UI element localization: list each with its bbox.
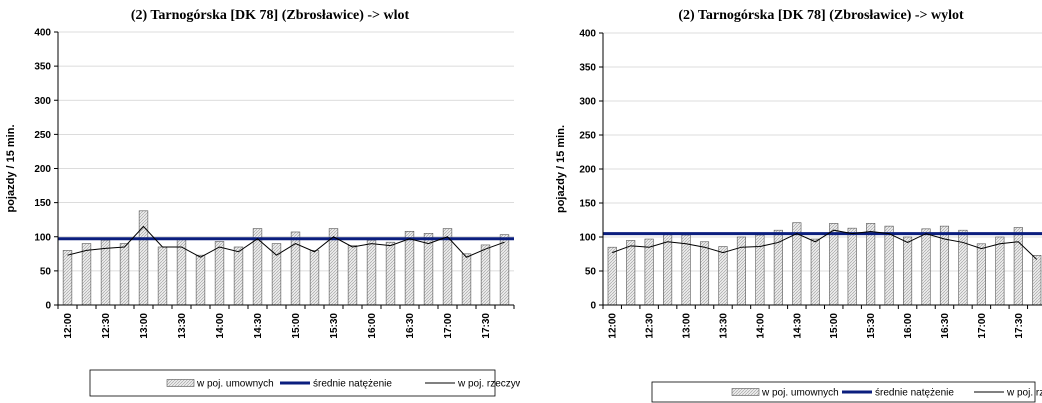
wylot-bar-21 — [995, 236, 1005, 306]
wylot-bar-3 — [663, 233, 673, 306]
wlot-bar-8 — [214, 241, 225, 306]
wlot-bar-16 — [366, 239, 377, 306]
wylot-x-tick-label-20: 17:00 — [977, 313, 988, 339]
wylot-bar-16 — [903, 236, 913, 306]
wlot-chart-title: (2) Tarnogórska [DK 78] (Zbrosławice) ->… — [131, 8, 410, 23]
wylot-legend-label-1: średnie natężenie — [875, 388, 954, 399]
wlot-bar-0 — [62, 250, 73, 306]
wlot-bar-12 — [290, 231, 301, 306]
wlot-x-tick-label-16: 16:00 — [367, 313, 378, 339]
wlot-bar-23 — [499, 234, 510, 306]
wylot-y-tick-label-1: 50 — [585, 267, 597, 278]
wylot-x-tick-label-2: 12:30 — [645, 313, 656, 339]
wlot-y-tick-label-3: 150 — [34, 198, 51, 209]
wylot-y-tick-label-5: 250 — [579, 131, 596, 142]
wlot-y-tick-label-7: 350 — [34, 62, 51, 73]
wlot-x-tick-label-20: 17:00 — [443, 313, 454, 339]
chart-wlot-svg: (2) Tarnogórska [DK 78] (Zbrosławice) ->… — [5, 8, 520, 397]
wylot-bar-20 — [976, 243, 986, 306]
wlot-y-tick-label-6: 300 — [34, 96, 51, 107]
wlot-bar-13 — [309, 250, 320, 306]
wlot-y-tick-label-2: 100 — [34, 232, 51, 243]
wlot-x-tick-label-12: 15:00 — [291, 313, 302, 339]
wlot-x-tick-label-6: 13:30 — [177, 313, 188, 339]
wylot-x-tick-label-8: 14:00 — [755, 313, 766, 339]
wylot-bar-11 — [810, 238, 820, 306]
wlot-x-tick-label-0: 12:00 — [63, 313, 74, 339]
wylot-y-tick-label-7: 350 — [579, 63, 596, 74]
wylot-bar-17 — [921, 228, 931, 306]
wlot-x-tick-label-18: 16:30 — [405, 313, 416, 339]
wlot-bar-9 — [233, 246, 244, 306]
wylot-x-tick-label-12: 15:00 — [829, 313, 840, 339]
wylot-x-tick-label-14: 15:30 — [866, 313, 877, 339]
wylot-x-tick-label-18: 16:30 — [940, 313, 951, 339]
wlot-y-tick-label-5: 250 — [34, 130, 51, 141]
wlot-legend-label-0: w poj. umownych — [196, 379, 274, 390]
wylot-legend-swatch-bars — [731, 388, 760, 396]
wylot-x-tick-label-22: 17:30 — [1014, 313, 1025, 339]
wylot-legend-label-2: w poj. rzeczyw. — [1006, 388, 1042, 399]
wlot-bar-2 — [100, 239, 111, 306]
wylot-series-line-rzeczyw — [612, 229, 1038, 260]
wlot-x-tick-label-10: 14:30 — [253, 313, 264, 339]
wlot-bar-17 — [385, 241, 396, 306]
wlot-bar-18 — [404, 230, 415, 306]
wylot-bar-4 — [681, 234, 691, 306]
wylot-y-axis-label: pojazdy / 15 min. — [555, 125, 567, 213]
wylot-bar-5 — [699, 241, 710, 306]
wylot-bar-0 — [607, 246, 617, 306]
wlot-x-tick-label-8: 14:00 — [215, 313, 226, 339]
wlot-legend-swatch-bars — [166, 379, 195, 387]
wylot-bar-14 — [866, 223, 876, 306]
wylot-bar-23 — [1032, 255, 1042, 306]
wlot-series-line-rzeczyw — [67, 225, 505, 258]
wylot-bar-1 — [626, 240, 636, 306]
wlot-bar-15 — [347, 245, 358, 306]
wylot-y-tick-label-8: 400 — [579, 29, 596, 40]
wylot-legend-label-0: w poj. umownych — [761, 388, 839, 399]
wlot-legend-label-2: w poj. rzeczyw. — [457, 379, 520, 390]
wylot-bar-22 — [1013, 227, 1023, 306]
wylot-y-tick-label-6: 300 — [579, 97, 596, 108]
wylot-chart-title: (2) Tarnogórska [DK 78] (Zbrosławice) ->… — [678, 8, 964, 23]
wylot-y-tick-label-0: 0 — [590, 301, 596, 312]
wylot-bar-2 — [644, 238, 654, 306]
wlot-bar-1 — [81, 243, 92, 306]
chart-wylot-svg: (2) Tarnogórska [DK 78] (Zbrosławice) ->… — [555, 8, 1042, 403]
wlot-x-tick-label-2: 12:30 — [101, 313, 112, 339]
wlot-x-tick-label-22: 17:30 — [481, 313, 492, 339]
wlot-y-tick-label-8: 400 — [34, 28, 51, 39]
wylot-bar-6 — [718, 246, 728, 306]
chart-wlot: (2) Tarnogórska [DK 78] (Zbrosławice) ->… — [0, 0, 520, 403]
wylot-bar-13 — [847, 227, 857, 306]
wylot-bar-15 — [884, 225, 894, 306]
wlot-legend-label-1: średnie natężenie — [313, 379, 392, 390]
wylot-x-tick-label-6: 13:30 — [718, 313, 729, 339]
wylot-bar-12 — [829, 223, 839, 306]
wlot-y-tick-label-4: 200 — [34, 164, 51, 175]
wlot-bar-7 — [195, 254, 206, 306]
wylot-x-tick-label-4: 13:00 — [682, 313, 693, 339]
wylot-y-tick-label-3: 150 — [579, 199, 596, 210]
wlot-bar-21 — [461, 253, 472, 306]
wlot-bar-3 — [119, 243, 130, 306]
wylot-x-tick-label-0: 12:00 — [608, 313, 619, 339]
wlot-x-tick-label-4: 13:00 — [139, 313, 150, 339]
wylot-x-tick-label-16: 16:00 — [903, 313, 914, 339]
wlot-bar-4 — [138, 210, 149, 306]
wylot-x-tick-label-10: 14:30 — [792, 313, 803, 339]
wylot-y-tick-label-4: 200 — [579, 165, 596, 176]
chart-wylot: (2) Tarnogórska [DK 78] (Zbrosławice) ->… — [546, 0, 1042, 403]
wlot-y-axis-label: pojazdy / 15 min. — [5, 124, 17, 212]
wlot-y-tick-label-0: 0 — [45, 301, 51, 312]
wylot-y-tick-label-2: 100 — [579, 233, 596, 244]
wlot-bar-5 — [157, 246, 168, 306]
wlot-x-tick-label-14: 15:30 — [329, 313, 340, 339]
wlot-bar-22 — [480, 244, 491, 306]
wlot-y-tick-label-1: 50 — [40, 266, 52, 277]
